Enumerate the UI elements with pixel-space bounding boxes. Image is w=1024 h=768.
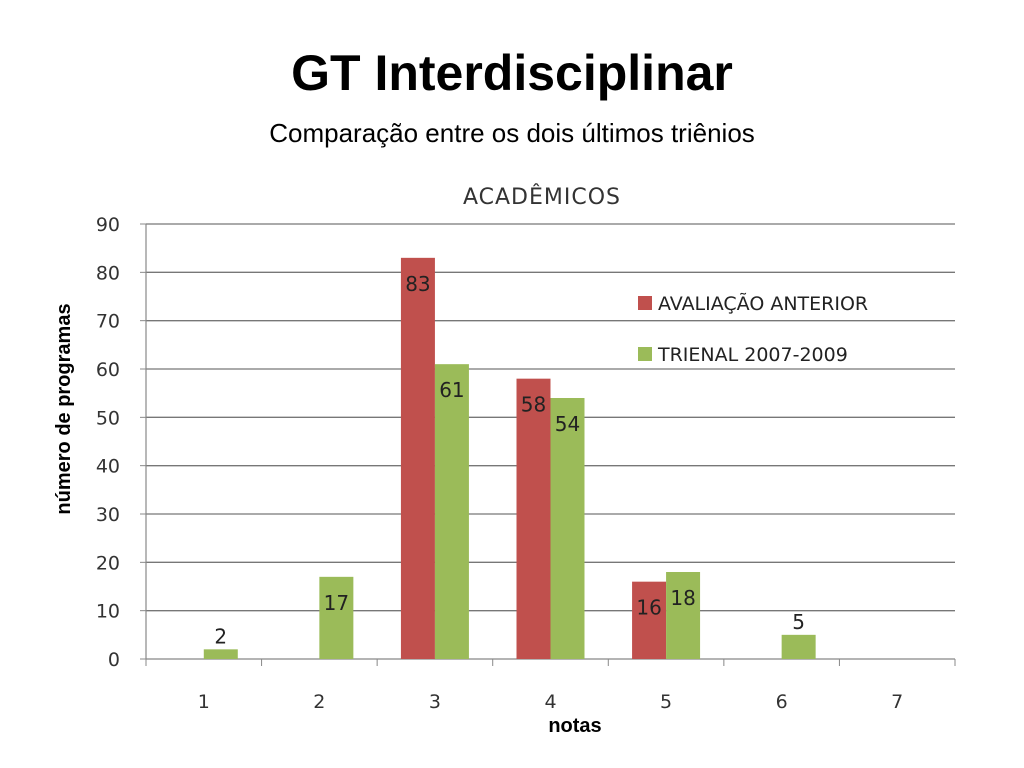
bar-anterior-3	[400, 257, 435, 659]
bar-anterior-4	[516, 378, 551, 659]
y-axis-label: número de programas	[53, 303, 75, 514]
y-tick-label: 60	[96, 359, 120, 381]
bar-trienal-3	[434, 364, 469, 659]
axes: 0 10 20 30 40 50 60 70 80 90 1 2 3 4 5 6 7	[96, 214, 956, 713]
bar-trienal-4	[550, 398, 585, 659]
x-tick-label: 5	[660, 691, 672, 713]
slide-subtitle: Comparação entre os dois últimos triênio…	[269, 118, 755, 148]
x-tick-label: 4	[544, 691, 556, 713]
data-label: 18	[670, 586, 695, 610]
bar-trienal-1	[203, 649, 238, 659]
data-label: 83	[405, 272, 430, 296]
legend-swatch-trienal	[638, 347, 652, 361]
y-tick-label: 20	[96, 552, 120, 574]
data-label: 16	[636, 596, 661, 620]
y-tick-label: 10	[96, 601, 120, 623]
y-tick-label: 50	[96, 407, 120, 429]
data-label: 2	[214, 624, 227, 648]
y-tick-label: 70	[96, 311, 120, 333]
bar-trienal-2	[319, 576, 354, 659]
x-tick-label: 3	[429, 691, 441, 713]
legend: AVALIAÇÃO ANTERIOR TRIENAL 2007-2009	[638, 292, 868, 366]
slide-title: GT Interdisciplinar	[291, 45, 733, 101]
x-tick-label: 6	[776, 691, 788, 713]
bars	[203, 257, 816, 659]
x-tick-label: 7	[891, 691, 903, 713]
legend-swatch-anterior	[638, 296, 652, 310]
y-tick-label: 30	[96, 504, 120, 526]
data-labels: 2 17 83 61 58 54 16 18 5	[214, 272, 805, 648]
x-tick-label: 1	[198, 691, 210, 713]
y-tick-label: 80	[96, 262, 120, 284]
y-tick-label: 40	[96, 456, 120, 478]
data-label: 5	[792, 610, 805, 634]
y-tick-label: 0	[108, 649, 120, 671]
data-label: 17	[324, 591, 349, 615]
data-label: 61	[439, 378, 464, 402]
bar-anterior-5	[632, 581, 667, 659]
y-tick-label: 90	[96, 214, 120, 236]
x-tick-label: 2	[313, 691, 325, 713]
data-label: 58	[521, 393, 546, 417]
x-axis-label: notas	[548, 715, 601, 737]
data-label: 54	[555, 412, 580, 436]
bar-trienal-5	[666, 572, 701, 659]
legend-label-anterior: AVALIAÇÃO ANTERIOR	[658, 292, 868, 315]
bar-trienal-6	[781, 634, 816, 659]
legend-label-trienal: TRIENAL 2007-2009	[657, 344, 848, 366]
chart-title: ACADÊMICOS	[463, 184, 621, 210]
